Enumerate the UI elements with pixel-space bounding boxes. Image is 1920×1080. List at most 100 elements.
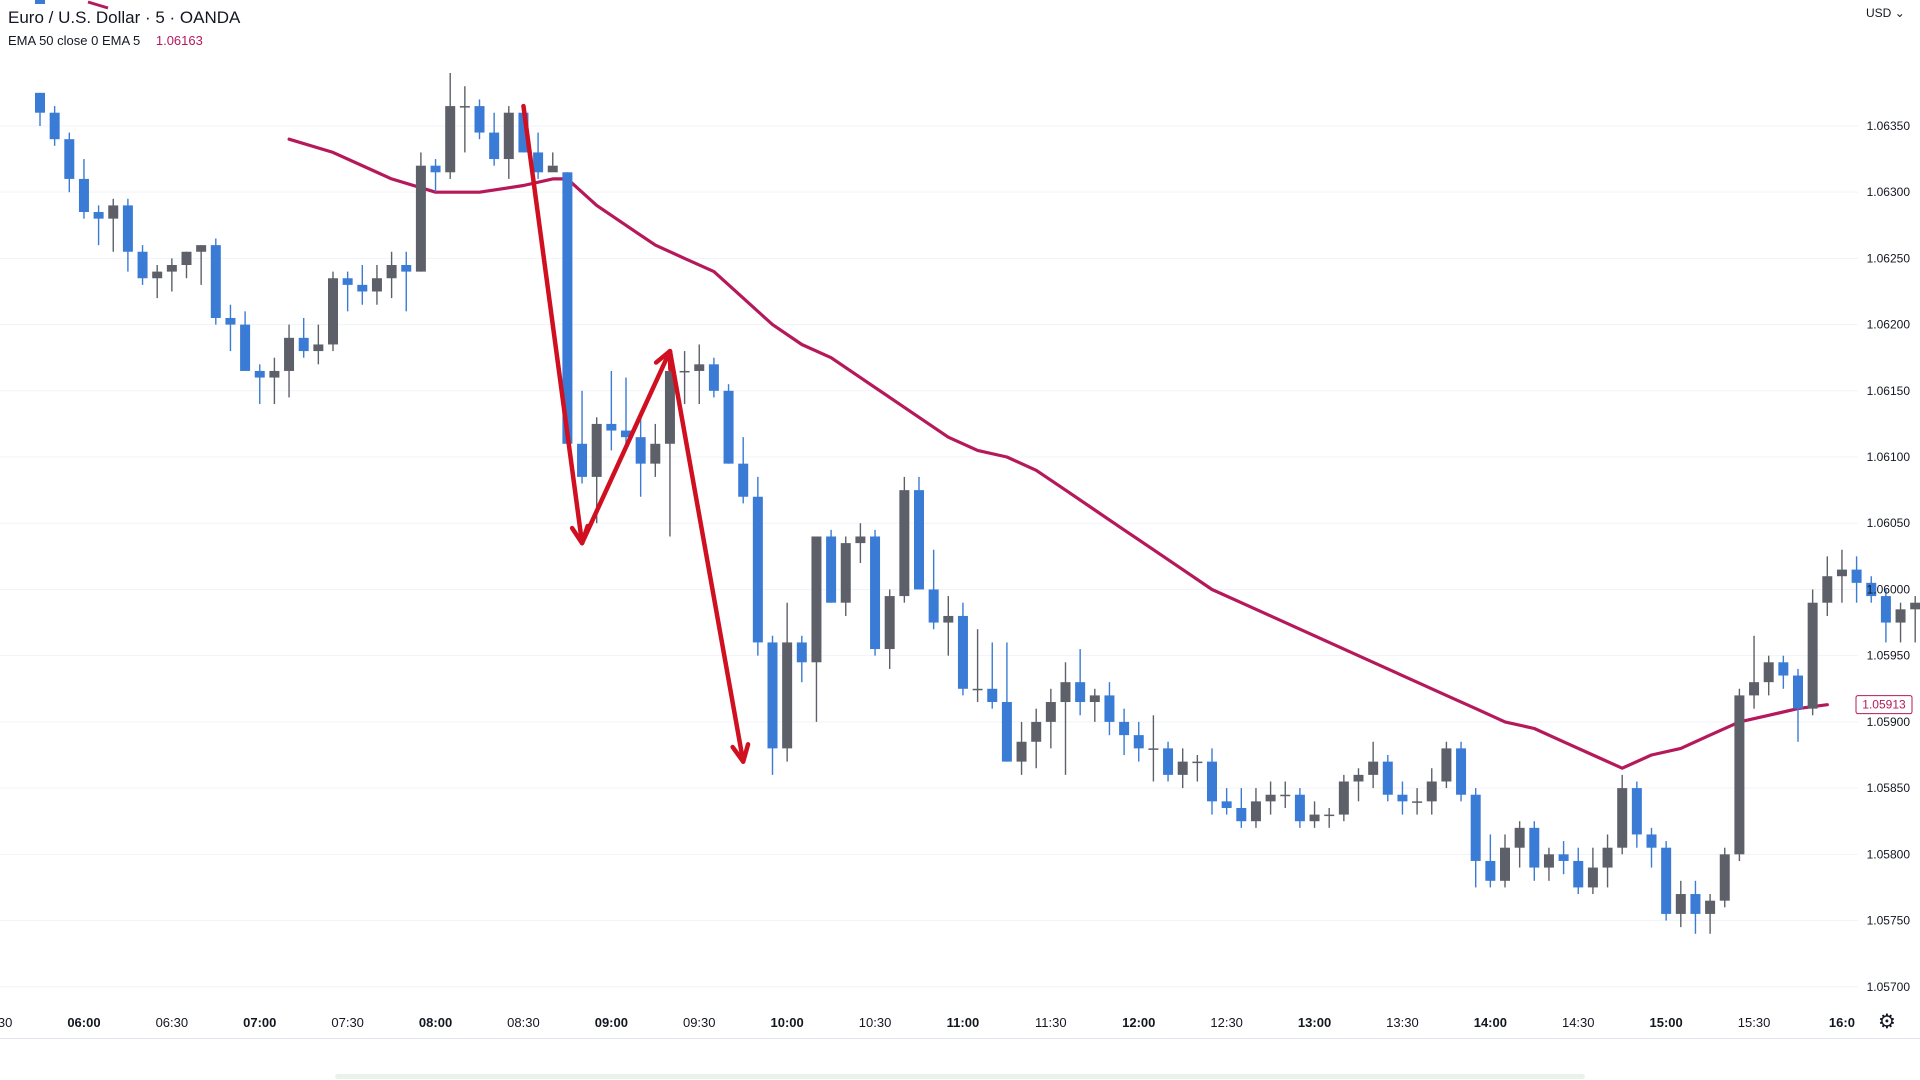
red-arrow (667, 348, 751, 764)
candle-body (240, 324, 251, 371)
candle-body (1280, 794, 1291, 797)
candle-body (1163, 748, 1174, 775)
currency-button[interactable]: USD ⌄ (1866, 6, 1905, 20)
candle-body (1353, 774, 1364, 782)
candle (1573, 847, 1584, 895)
candle-body (1573, 860, 1584, 888)
candle-body (1470, 794, 1481, 861)
candle-body (313, 344, 324, 352)
candle-body (1075, 682, 1086, 703)
candle (328, 271, 338, 352)
candle (93, 205, 104, 246)
candle-body (152, 271, 163, 279)
settings-gear-icon[interactable]: ⚙ (1878, 1011, 1896, 1033)
ema-price-tag (1855, 695, 1913, 715)
candle (1207, 748, 1217, 815)
candle (577, 390, 588, 484)
candle-body (93, 212, 104, 219)
candle (1587, 847, 1598, 895)
time-tick-label: 11:30 (1035, 1015, 1067, 1030)
candle-body (635, 437, 646, 464)
candle-body (826, 536, 837, 603)
candle-body (723, 390, 734, 464)
candle (694, 344, 705, 405)
candle (664, 364, 675, 537)
candle (152, 265, 163, 299)
candle (371, 265, 382, 305)
candle (1558, 841, 1569, 875)
candle-body (547, 165, 558, 173)
candle-fragment (35, 0, 45, 4)
candle (884, 589, 895, 669)
candle-body (518, 112, 529, 153)
candle (972, 629, 983, 703)
candle (445, 72, 456, 179)
candle (1221, 788, 1232, 815)
candle (1163, 741, 1174, 782)
symbol-title: Euro / U.S. Dollar · 5 · OANDA (8, 8, 241, 27)
candle (137, 245, 148, 285)
candle (752, 476, 763, 656)
candle (1675, 880, 1686, 928)
candle-body (1001, 702, 1012, 762)
candle (122, 198, 133, 272)
candle (1807, 589, 1818, 716)
candle-body (1880, 596, 1891, 623)
candle-body (533, 152, 544, 173)
time-tick-label: 15:30 (1738, 1015, 1771, 1030)
candle (430, 159, 441, 193)
ema-price-tag-label: 1.05913 (1862, 698, 1906, 712)
candle (1602, 834, 1613, 888)
candle (1880, 589, 1891, 643)
time-tick-label: 10:30 (859, 1015, 892, 1030)
candle-body (577, 443, 588, 477)
candle (210, 238, 221, 325)
time-tick-label: 15:00 (1650, 1015, 1683, 1030)
candle-body (1426, 781, 1437, 802)
candle (1060, 662, 1071, 775)
candle (1529, 821, 1540, 881)
candle-body (1177, 761, 1188, 775)
price-tick-label: 1.05850 (1867, 781, 1911, 795)
candle (943, 596, 954, 656)
time-tick-label: 07:00 (243, 1015, 276, 1030)
candle (1661, 841, 1672, 921)
candle-body (1734, 695, 1745, 855)
candle-body (137, 251, 148, 279)
candle (796, 635, 807, 683)
candle-body (782, 642, 793, 749)
candle-body (371, 278, 382, 292)
candle (1119, 708, 1130, 755)
arrow-shaft (579, 348, 673, 546)
indicator-label: EMA 50 close 0 EMA 5 (8, 33, 141, 48)
candle-body (474, 106, 485, 133)
candle (1822, 556, 1833, 616)
candle (1280, 781, 1291, 808)
candle-body (679, 370, 690, 373)
time-tick-label: 11:00 (947, 1015, 980, 1030)
price-tick-label: 1.05750 (1867, 914, 1911, 928)
candle (1294, 788, 1305, 828)
candle (1631, 781, 1642, 848)
candle (738, 437, 749, 504)
candle (1075, 649, 1086, 716)
time-tick-label: 09:30 (683, 1015, 716, 1030)
candle (240, 311, 251, 371)
candle-body (415, 165, 426, 272)
candle-body (972, 688, 983, 691)
price-tick-label: 1.05950 (1867, 649, 1911, 663)
horizontal-scrollbar[interactable] (335, 1074, 1585, 1079)
candle-body (254, 370, 265, 378)
candle-body (1631, 788, 1642, 835)
candle-body (386, 265, 397, 279)
candle-body (796, 642, 807, 663)
candle-body (914, 490, 924, 590)
candle-body (1617, 788, 1628, 848)
time-tick-label: 12:00 (1122, 1015, 1155, 1030)
indicator-value: 1.06163 (155, 33, 203, 48)
candle (1001, 642, 1012, 762)
candle-body (357, 284, 368, 292)
price-chart[interactable]: 1.05913 1.057001.057501.058001.058501.05… (0, 0, 1920, 1040)
indicator-legend[interactable]: EMA 50 close 0 EMA 5 1.06163 (8, 33, 203, 48)
time-tick-label: 06:00 (67, 1015, 100, 1030)
